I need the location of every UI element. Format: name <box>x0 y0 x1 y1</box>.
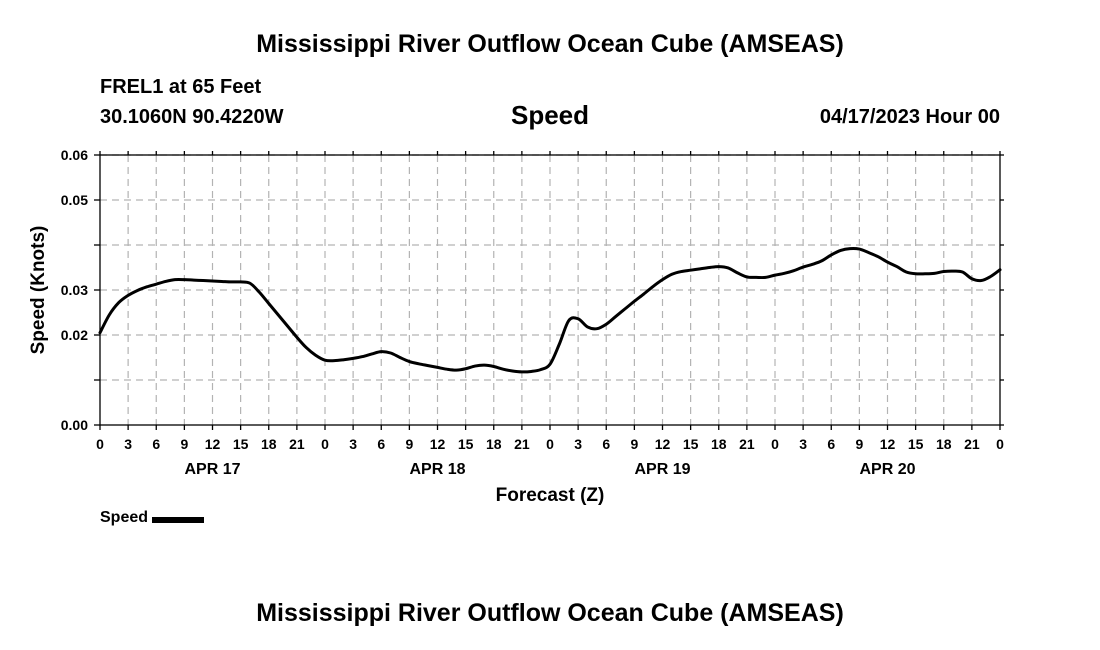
x-tick-label: 9 <box>630 436 638 452</box>
tick-layer: 0.00 0.02 0.03 0.05 0.06 0 3 6 9 12 15 18 21 0 3 6 9 12 15… <box>61 147 1004 478</box>
x-tick-label: 3 <box>799 436 807 452</box>
x-tick-label: 18 <box>261 436 277 452</box>
x-tick-label: 9 <box>405 436 413 452</box>
x-tick-label: 15 <box>233 436 249 452</box>
x-tick-label: 3 <box>124 436 132 452</box>
x-tick-label: 12 <box>880 436 896 452</box>
y-axis-title: Speed (Knots) <box>28 226 49 355</box>
x-tick-label: 0 <box>996 436 1004 452</box>
y-tick-label: 0.00 <box>61 417 88 433</box>
coordinates-label: 30.1060N 90.4220W <box>100 106 284 128</box>
x-tick-label: 0 <box>321 436 329 452</box>
station-label: FREL1 at 65 Feet <box>100 76 262 98</box>
chart-title-repeat: Mississippi River Outflow Ocean Cube (AM… <box>256 599 844 627</box>
x-tick-label: 6 <box>377 436 385 452</box>
x-tick-label: 21 <box>289 436 305 452</box>
x-tick-label: 18 <box>486 436 502 452</box>
y-tick-label: 0.02 <box>61 327 88 343</box>
x-tick-label: 3 <box>574 436 582 452</box>
x-tick-label: 0 <box>96 436 104 452</box>
x-tick-label: 6 <box>602 436 610 452</box>
day-label: APR 17 <box>184 461 240 478</box>
legend-label: Speed <box>100 509 149 526</box>
day-label: APR 18 <box>409 461 465 478</box>
x-tick-label: 12 <box>205 436 221 452</box>
x-tick-label: 0 <box>771 436 779 452</box>
x-axis-title: Forecast (Z) <box>496 485 605 506</box>
x-tick-label: 15 <box>683 436 699 452</box>
parameter-title: Speed <box>510 100 590 130</box>
day-label: APR 19 <box>634 461 690 478</box>
y-tick-label: 0.05 <box>61 192 88 208</box>
x-tick-label: 3 <box>349 436 357 452</box>
x-tick-label: 9 <box>180 436 188 452</box>
y-tick-label: 0.06 <box>61 147 88 163</box>
y-tick-label: 0.03 <box>61 282 88 298</box>
x-tick-label: 12 <box>655 436 671 452</box>
x-tick-label: 21 <box>739 436 755 452</box>
x-tick-label: 15 <box>908 436 924 452</box>
x-tick-label: 9 <box>855 436 863 452</box>
forecast-datetime: 04/17/2023 Hour 00 <box>819 106 1000 128</box>
speed-series-line <box>98 246 1002 374</box>
x-tick-label: 21 <box>964 436 980 452</box>
x-tick-label: 15 <box>458 436 474 452</box>
x-tick-label: 18 <box>711 436 727 452</box>
x-tick-label: 21 <box>514 436 530 452</box>
legend: Speed <box>100 509 205 527</box>
chart-title: Mississippi River Outflow Ocean Cube (AM… <box>256 30 844 58</box>
x-tick-label: 18 <box>936 436 952 452</box>
x-tick-label: 6 <box>827 436 835 452</box>
x-tick-label: 0 <box>546 436 554 452</box>
grid-layer <box>100 154 1000 425</box>
day-label: APR 20 <box>859 461 915 478</box>
x-tick-label: 6 <box>152 436 160 452</box>
x-tick-label: 12 <box>430 436 446 452</box>
legend-swatch <box>152 516 205 523</box>
